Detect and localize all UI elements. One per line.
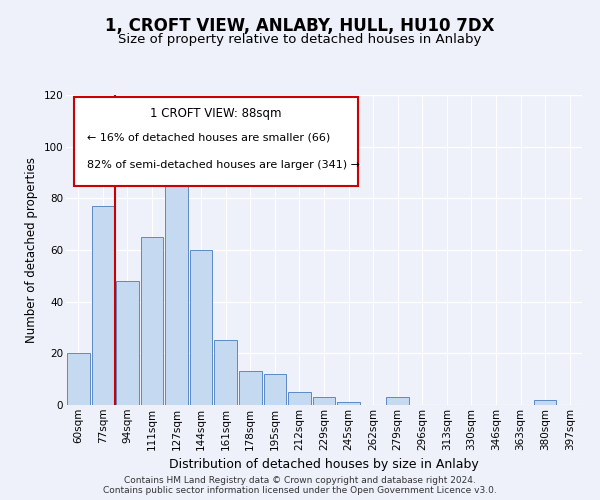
Text: Contains public sector information licensed under the Open Government Licence v3: Contains public sector information licen… bbox=[103, 486, 497, 495]
Text: 82% of semi-detached houses are larger (341) →: 82% of semi-detached houses are larger (… bbox=[86, 160, 359, 170]
Bar bbox=[288, 392, 311, 405]
Y-axis label: Number of detached properties: Number of detached properties bbox=[25, 157, 38, 343]
Bar bbox=[92, 206, 114, 405]
Text: Size of property relative to detached houses in Anlaby: Size of property relative to detached ho… bbox=[118, 32, 482, 46]
Text: 1, CROFT VIEW, ANLABY, HULL, HU10 7DX: 1, CROFT VIEW, ANLABY, HULL, HU10 7DX bbox=[105, 18, 495, 36]
Bar bbox=[263, 374, 286, 405]
Bar bbox=[214, 340, 237, 405]
Bar bbox=[313, 397, 335, 405]
Bar bbox=[337, 402, 360, 405]
Bar bbox=[534, 400, 556, 405]
Bar bbox=[239, 372, 262, 405]
X-axis label: Distribution of detached houses by size in Anlaby: Distribution of detached houses by size … bbox=[169, 458, 479, 471]
Bar bbox=[190, 250, 212, 405]
Bar bbox=[140, 237, 163, 405]
Bar bbox=[386, 397, 409, 405]
Text: Contains HM Land Registry data © Crown copyright and database right 2024.: Contains HM Land Registry data © Crown c… bbox=[124, 476, 476, 485]
Text: ← 16% of detached houses are smaller (66): ← 16% of detached houses are smaller (66… bbox=[86, 132, 330, 142]
Bar bbox=[116, 281, 139, 405]
Bar bbox=[67, 354, 89, 405]
Bar bbox=[165, 183, 188, 405]
FancyBboxPatch shape bbox=[74, 96, 358, 186]
Text: 1 CROFT VIEW: 88sqm: 1 CROFT VIEW: 88sqm bbox=[150, 108, 281, 120]
